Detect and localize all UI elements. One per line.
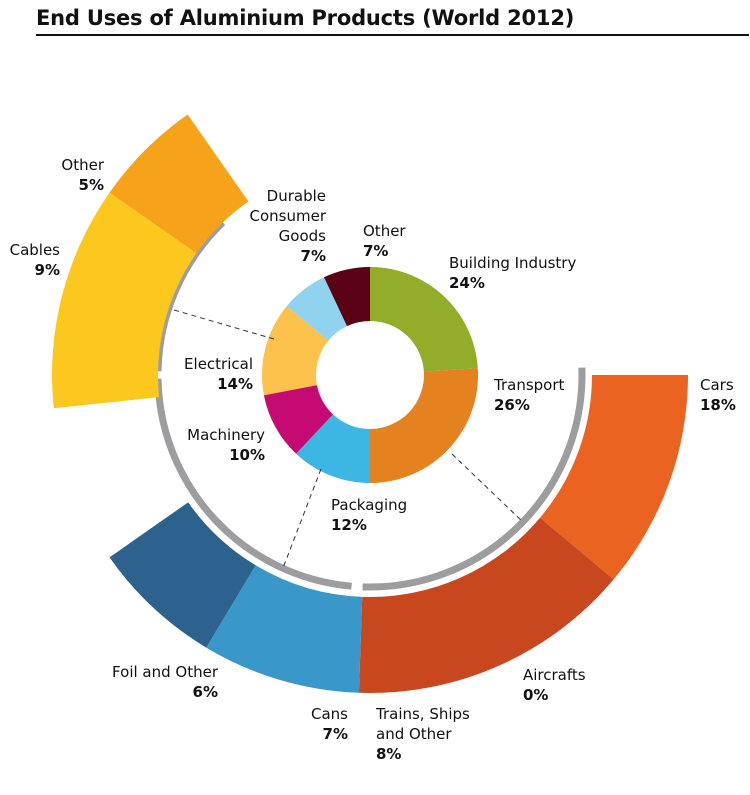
outer-label-foil-and-other: Foil and Other 6%	[112, 663, 219, 701]
inner-label-machinery: Machinery 10%	[187, 426, 265, 464]
outer-label-aircrafts: Aircrafts 0%	[523, 666, 586, 704]
outer-label-other: Other 5%	[61, 156, 104, 194]
inner-slice-durable-consumer-goods	[286, 277, 348, 341]
title-rule	[36, 34, 749, 36]
outer-segment-other-electrical	[109, 114, 249, 254]
inner-slice-packaging	[296, 414, 370, 483]
electrical-bracket-arc	[154, 378, 228, 533]
transport-bracket-arc	[362, 367, 586, 591]
inner-slice-other	[324, 267, 370, 327]
leader-transport	[451, 453, 524, 523]
inner-slice-electrical	[261, 306, 329, 396]
inner-slice-transport	[370, 368, 479, 483]
outer-segment-cars	[540, 375, 688, 580]
inner-label-other: Other 7%	[363, 222, 406, 260]
outer-label-cables: Cables 9%	[10, 241, 61, 279]
leader-electrical	[173, 309, 275, 340]
outer-segment-cans	[206, 565, 363, 693]
inner-label-building-industry: Building Industry 24%	[449, 254, 576, 292]
outer-label-trains-ships-and-other: Trains, Ships and Other 8%	[375, 705, 470, 763]
chart-title: End Uses of Aluminium Products (World 20…	[36, 6, 575, 30]
inner-label-electrical: Electrical 14%	[184, 355, 253, 393]
outer-segment-trains-ships-and-other	[358, 517, 614, 694]
inner-slice-machinery	[263, 385, 334, 454]
packaging-bracket-arc	[214, 519, 352, 590]
outer-segment-foil-and-other	[109, 502, 256, 648]
inner-label-packaging: Packaging 12%	[331, 496, 407, 534]
outer-label-cars: Cars 18%	[700, 376, 736, 414]
outer-label-cans: Cans 7%	[311, 705, 348, 743]
outer-segment-cables	[51, 192, 197, 409]
inner-slice-building-industry	[370, 267, 478, 372]
inner-label-durable-consumer-goods: Durable Consumer Goods 7%	[250, 187, 327, 265]
leader-packaging	[282, 468, 322, 569]
inner-label-transport: Transport 26%	[493, 376, 565, 414]
